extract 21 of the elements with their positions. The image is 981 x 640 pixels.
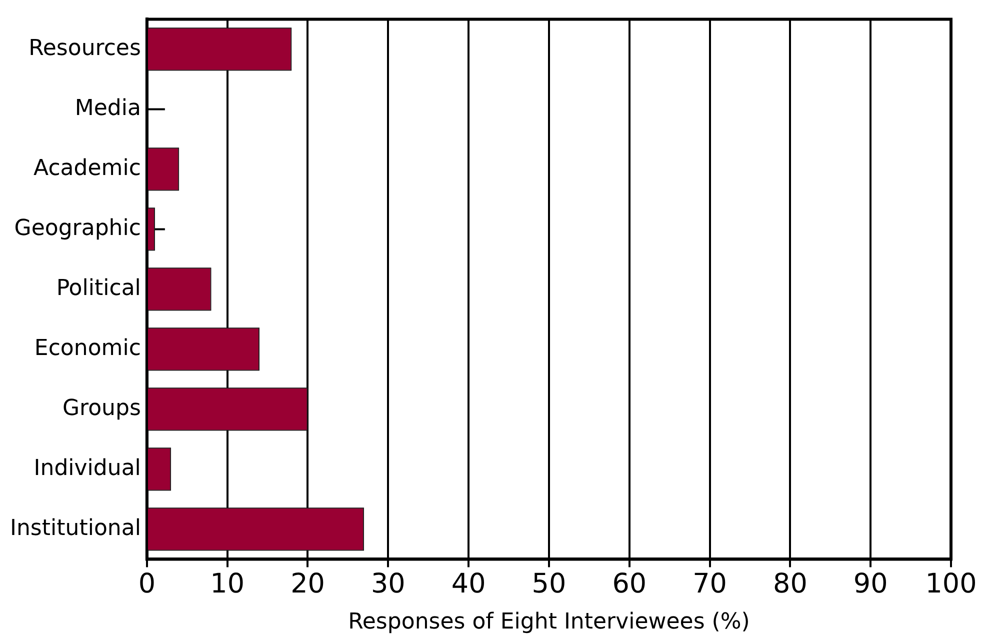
- x-tick-label: 100: [925, 568, 977, 600]
- y-tick-label: Political: [56, 276, 141, 301]
- x-tick-label: 40: [451, 568, 486, 600]
- x-axis-title: Responses of Eight Interviewees (%): [348, 610, 750, 635]
- x-tick-label: 30: [370, 568, 406, 600]
- x-tick-label: 20: [290, 568, 325, 600]
- y-tick-label: Geographic: [14, 216, 141, 241]
- x-tick-label: 70: [692, 568, 727, 600]
- x-tick-label: 80: [773, 568, 808, 600]
- x-tick-label: 0: [138, 568, 156, 600]
- x-tick-label: 10: [210, 568, 245, 600]
- x-tick-label: 50: [532, 568, 566, 600]
- y-tick-label: Groups: [62, 396, 141, 421]
- y-tick-label: Economic: [34, 336, 141, 361]
- y-tick-label: Individual: [34, 456, 141, 481]
- y-tick-label: Institutional: [10, 516, 141, 541]
- x-tick-label: 90: [853, 568, 888, 600]
- x-tick-label: 60: [612, 568, 647, 600]
- y-tick-label: Academic: [34, 156, 141, 181]
- y-tick-label: Resources: [28, 36, 141, 61]
- y-tick-label: Media: [74, 96, 141, 121]
